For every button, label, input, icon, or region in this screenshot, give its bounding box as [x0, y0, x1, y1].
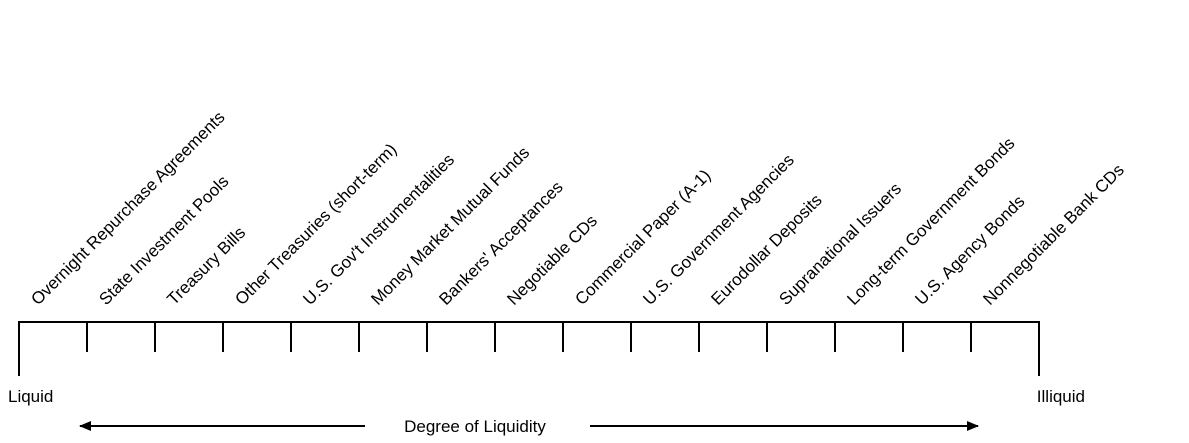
item-label: Supranational Issuers [775, 179, 905, 309]
item-label: Commercial Paper (A-1) [571, 166, 714, 309]
axis-label: Degree of Liquidity [404, 417, 546, 436]
left-label: Liquid [8, 387, 53, 406]
scale [18, 321, 1040, 376]
right-label: Illiquid [1037, 387, 1085, 406]
item-label: Nonnegotiable Bank CDs [979, 160, 1127, 308]
item-label: Eurodollar Deposits [707, 190, 825, 308]
item-label: State Investment Pools [95, 172, 232, 309]
item-label: Bankers' Acceptances [435, 177, 566, 308]
